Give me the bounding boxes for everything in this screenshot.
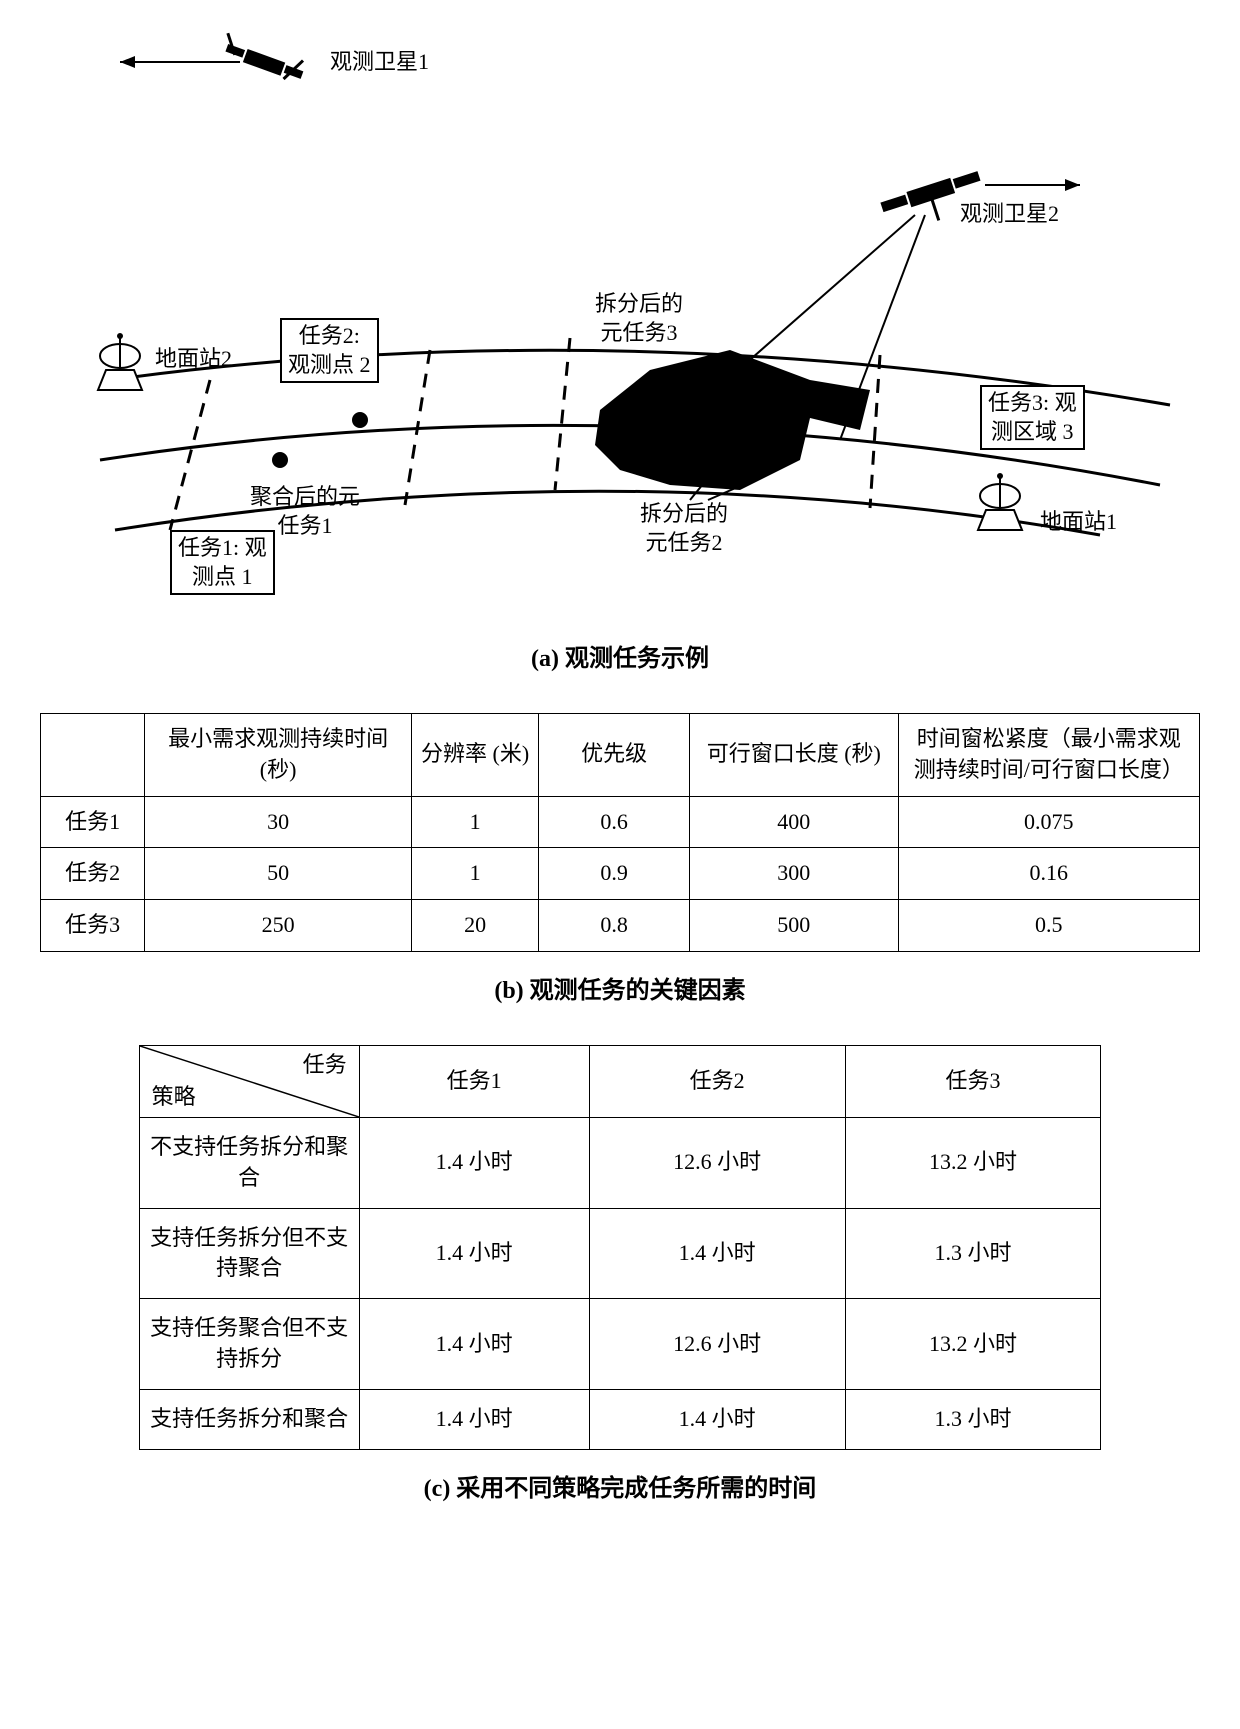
task2-box: 任务2: 观测点 2 [280, 318, 379, 383]
th-c-0: 任务1 [359, 1045, 589, 1117]
cell: 1.4 小时 [589, 1389, 845, 1449]
cell: 0.9 [539, 848, 690, 900]
point-task1 [272, 452, 288, 468]
cell: 0.6 [539, 796, 690, 848]
ground-station-2-icon [98, 333, 142, 390]
cell: 13.2 小时 [845, 1299, 1101, 1390]
table-c-header-row: 任务 策略 任务1 任务2 任务3 [139, 1045, 1101, 1117]
sat1-label: 观测卫星1 [330, 48, 429, 77]
th-c-1: 任务2 [589, 1045, 845, 1117]
cell: 1.4 小时 [589, 1208, 845, 1299]
ground1-label: 地面站1 [1040, 508, 1117, 537]
caption-b: (b) 观测任务的关键因素 [40, 970, 1200, 1005]
th-b-4: 可行窗口长度 (秒) [690, 714, 899, 797]
observation-diagram: 观测卫星1 观测卫星2 地面站2 地面站1 任务2: 观测点 2 任务1: 观 … [40, 30, 1200, 620]
cell: 50 [145, 848, 412, 900]
cell: 1.4 小时 [359, 1208, 589, 1299]
cell: 0.075 [898, 796, 1199, 848]
th-b-3: 优先级 [539, 714, 690, 797]
table-row: 不支持任务拆分和聚合1.4 小时12.6 小时13.2 小时 [139, 1117, 1101, 1208]
ground2-label: 地面站2 [155, 345, 232, 374]
row-header: 不支持任务拆分和聚合 [139, 1117, 359, 1208]
point-task2 [352, 412, 368, 428]
ground-station-1-icon [978, 473, 1022, 530]
cell: 300 [690, 848, 899, 900]
cell: 1 [411, 848, 538, 900]
diag-top-label: 任务 [303, 1050, 347, 1081]
th-c-2: 任务3 [845, 1045, 1101, 1117]
table-c: 任务 策略 任务1 任务2 任务3 不支持任务拆分和聚合1.4 小时12.6 小… [139, 1045, 1102, 1450]
cell: 1.3 小时 [845, 1389, 1101, 1449]
row-header: 任务3 [41, 900, 145, 952]
th-b-2: 分辨率 (米) [411, 714, 538, 797]
cell: 1.4 小时 [359, 1389, 589, 1449]
cell: 250 [145, 900, 412, 952]
split3-label: 拆分后的 元任务3 [595, 290, 683, 347]
row-header: 支持任务拆分和聚合 [139, 1389, 359, 1449]
observation-region-shape [595, 350, 870, 490]
cell: 12.6 小时 [589, 1117, 845, 1208]
cell: 13.2 小时 [845, 1117, 1101, 1208]
cell: 1.3 小时 [845, 1208, 1101, 1299]
cell: 0.16 [898, 848, 1199, 900]
caption-a: (a) 观测任务示例 [40, 638, 1200, 673]
table-row: 任务13010.64000.075 [41, 796, 1200, 848]
split2-label: 拆分后的 元任务2 [640, 500, 728, 557]
cell: 1.4 小时 [359, 1117, 589, 1208]
table-b-header-row: 最小需求观测持续时间 (秒) 分辨率 (米) 优先级 可行窗口长度 (秒) 时间… [41, 714, 1200, 797]
task3-box: 任务3: 观 测区域 3 [980, 385, 1085, 450]
table-row: 支持任务拆分但不支持聚合1.4 小时1.4 小时1.3 小时 [139, 1208, 1101, 1299]
cell: 0.8 [539, 900, 690, 952]
caption-c: (c) 采用不同策略完成任务所需的时间 [40, 1468, 1200, 1503]
row-header: 支持任务聚合但不支持拆分 [139, 1299, 359, 1390]
table-row: 支持任务聚合但不支持拆分1.4 小时12.6 小时13.2 小时 [139, 1299, 1101, 1390]
cell: 12.6 小时 [589, 1299, 845, 1390]
row-header: 支持任务拆分但不支持聚合 [139, 1208, 359, 1299]
aggregated-label: 聚合后的元 任务1 [250, 483, 360, 540]
th-b-5: 时间窗松紧度（最小需求观测持续时间/可行窗口长度） [898, 714, 1199, 797]
cell: 500 [690, 900, 899, 952]
table-b: 最小需求观测持续时间 (秒) 分辨率 (米) 优先级 可行窗口长度 (秒) 时间… [40, 713, 1200, 952]
cell: 20 [411, 900, 538, 952]
cell: 1 [411, 796, 538, 848]
table-row: 支持任务拆分和聚合1.4 小时1.4 小时1.3 小时 [139, 1389, 1101, 1449]
diag-bottom-label: 策略 [152, 1082, 196, 1113]
th-b-1: 最小需求观测持续时间 (秒) [145, 714, 412, 797]
table-row: 任务25010.93000.16 [41, 848, 1200, 900]
sat2-label: 观测卫星2 [960, 200, 1059, 229]
th-b-0 [41, 714, 145, 797]
satellite-1-icon [120, 33, 307, 84]
table-row: 任务3250200.85000.5 [41, 900, 1200, 952]
cell: 400 [690, 796, 899, 848]
cell: 30 [145, 796, 412, 848]
row-header: 任务1 [41, 796, 145, 848]
cell: 0.5 [898, 900, 1199, 952]
cell: 1.4 小时 [359, 1299, 589, 1390]
row-header: 任务2 [41, 848, 145, 900]
diag-header-cell: 任务 策略 [139, 1045, 359, 1117]
